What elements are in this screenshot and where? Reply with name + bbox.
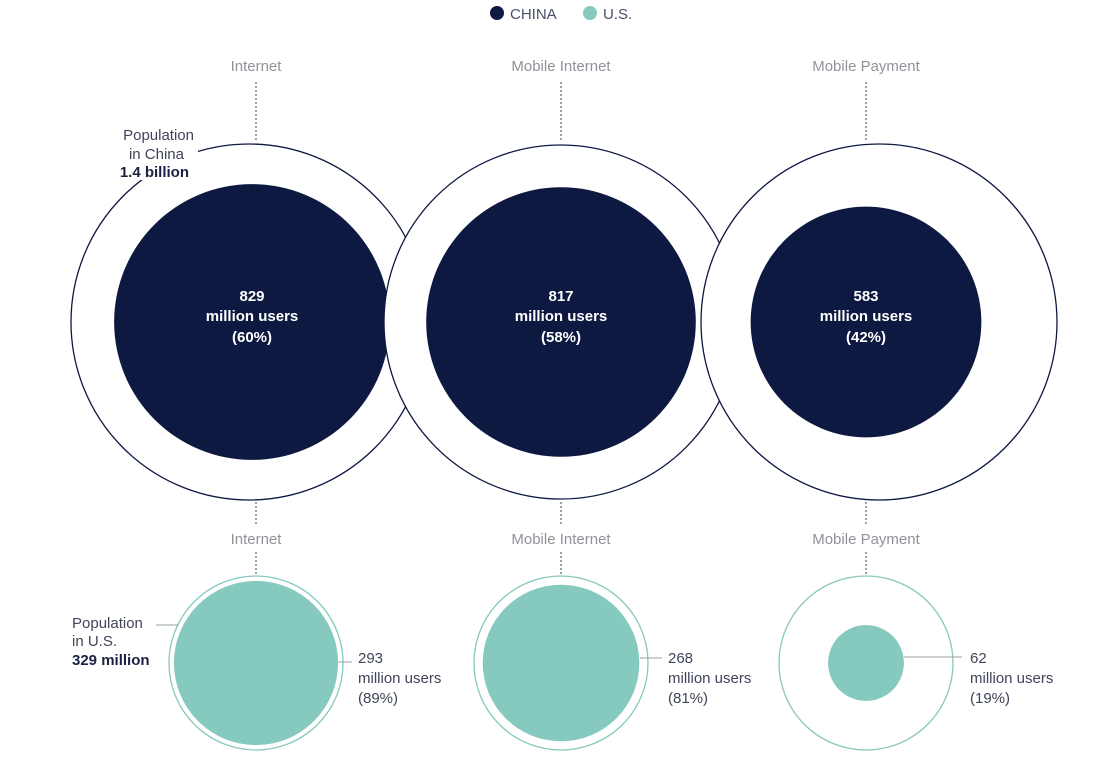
china-unit-mobile-payment: million users (820, 308, 913, 325)
us-value-mobile-payment: 62 (970, 650, 987, 667)
legend: CHINA U.S. (490, 6, 632, 23)
category-label-china-internet: Internet (231, 58, 283, 75)
china-value-mobile-payment: 583 (853, 288, 878, 305)
category-label-us-mobile-internet: Mobile Internet (511, 531, 611, 548)
category-label-china-mobile-payment: Mobile Payment (812, 58, 920, 75)
us-population-label-2: in U.S. (72, 633, 117, 650)
china-unit-mobile-internet: million users (515, 308, 608, 325)
legend-label-china: CHINA (510, 6, 557, 23)
china-bubble-internet: Internet 829 million users (60%) (70, 58, 428, 526)
china-row: Internet 829 million users (60%) Mobile … (70, 58, 1058, 526)
china-population-annotation: Population in China 1.4 billion (112, 124, 198, 181)
us-unit-mobile-payment: million users (970, 670, 1053, 687)
us-share-mobile-internet: (81%) (668, 690, 708, 707)
china-users-circle-mobile-internet (426, 187, 696, 457)
china-value-internet: 829 (239, 288, 264, 305)
china-bubble-mobile-internet: Mobile Internet 817 million users (58%) (383, 58, 739, 526)
category-label-us-internet: Internet (231, 531, 283, 548)
china-share-internet: (60%) (232, 329, 272, 346)
china-share-mobile-internet: (58%) (541, 329, 581, 346)
us-bubble-mobile-payment: Mobile Payment 62 million users (19%) (778, 531, 1053, 751)
category-label-us-mobile-payment: Mobile Payment (812, 531, 920, 548)
us-users-circle-internet (173, 580, 339, 746)
china-bubble-mobile-payment: Mobile Payment 583 million users (42%) (700, 58, 1058, 526)
us-value-internet: 293 (358, 650, 383, 667)
china-population-label-2: in China (129, 146, 185, 163)
us-population-label-1: Population (72, 615, 143, 632)
us-users-circle-mobile-payment (828, 625, 904, 701)
us-share-internet: (89%) (358, 690, 398, 707)
china-users-circle-mobile-payment (750, 206, 982, 438)
us-population-value: 329 million (72, 652, 150, 669)
china-users-circle-internet (114, 184, 390, 460)
legend-swatch-us (583, 6, 597, 20)
us-row: Internet 293 million users (89%) Mobile … (72, 531, 1053, 751)
legend-swatch-china (490, 6, 504, 20)
us-population-annotation: Population in U.S. 329 million (72, 615, 178, 669)
us-bubble-mobile-internet: Mobile Internet 268 million users (81%) (473, 531, 751, 751)
us-bubble-internet: Internet 293 million users (89%) (168, 531, 441, 751)
china-value-mobile-internet: 817 (548, 288, 573, 305)
us-unit-internet: million users (358, 670, 441, 687)
china-population-label-1: Population (123, 127, 194, 144)
us-users-circle-mobile-internet (482, 584, 640, 742)
china-share-mobile-payment: (42%) (846, 329, 886, 346)
us-value-mobile-internet: 268 (668, 650, 693, 667)
us-unit-mobile-internet: million users (668, 670, 751, 687)
china-unit-internet: million users (206, 308, 299, 325)
us-share-mobile-payment: (19%) (970, 690, 1010, 707)
category-label-china-mobile-internet: Mobile Internet (511, 58, 611, 75)
legend-label-us: U.S. (603, 6, 632, 23)
china-population-backdrop (112, 124, 198, 180)
china-population-value: 1.4 billion (120, 164, 189, 181)
